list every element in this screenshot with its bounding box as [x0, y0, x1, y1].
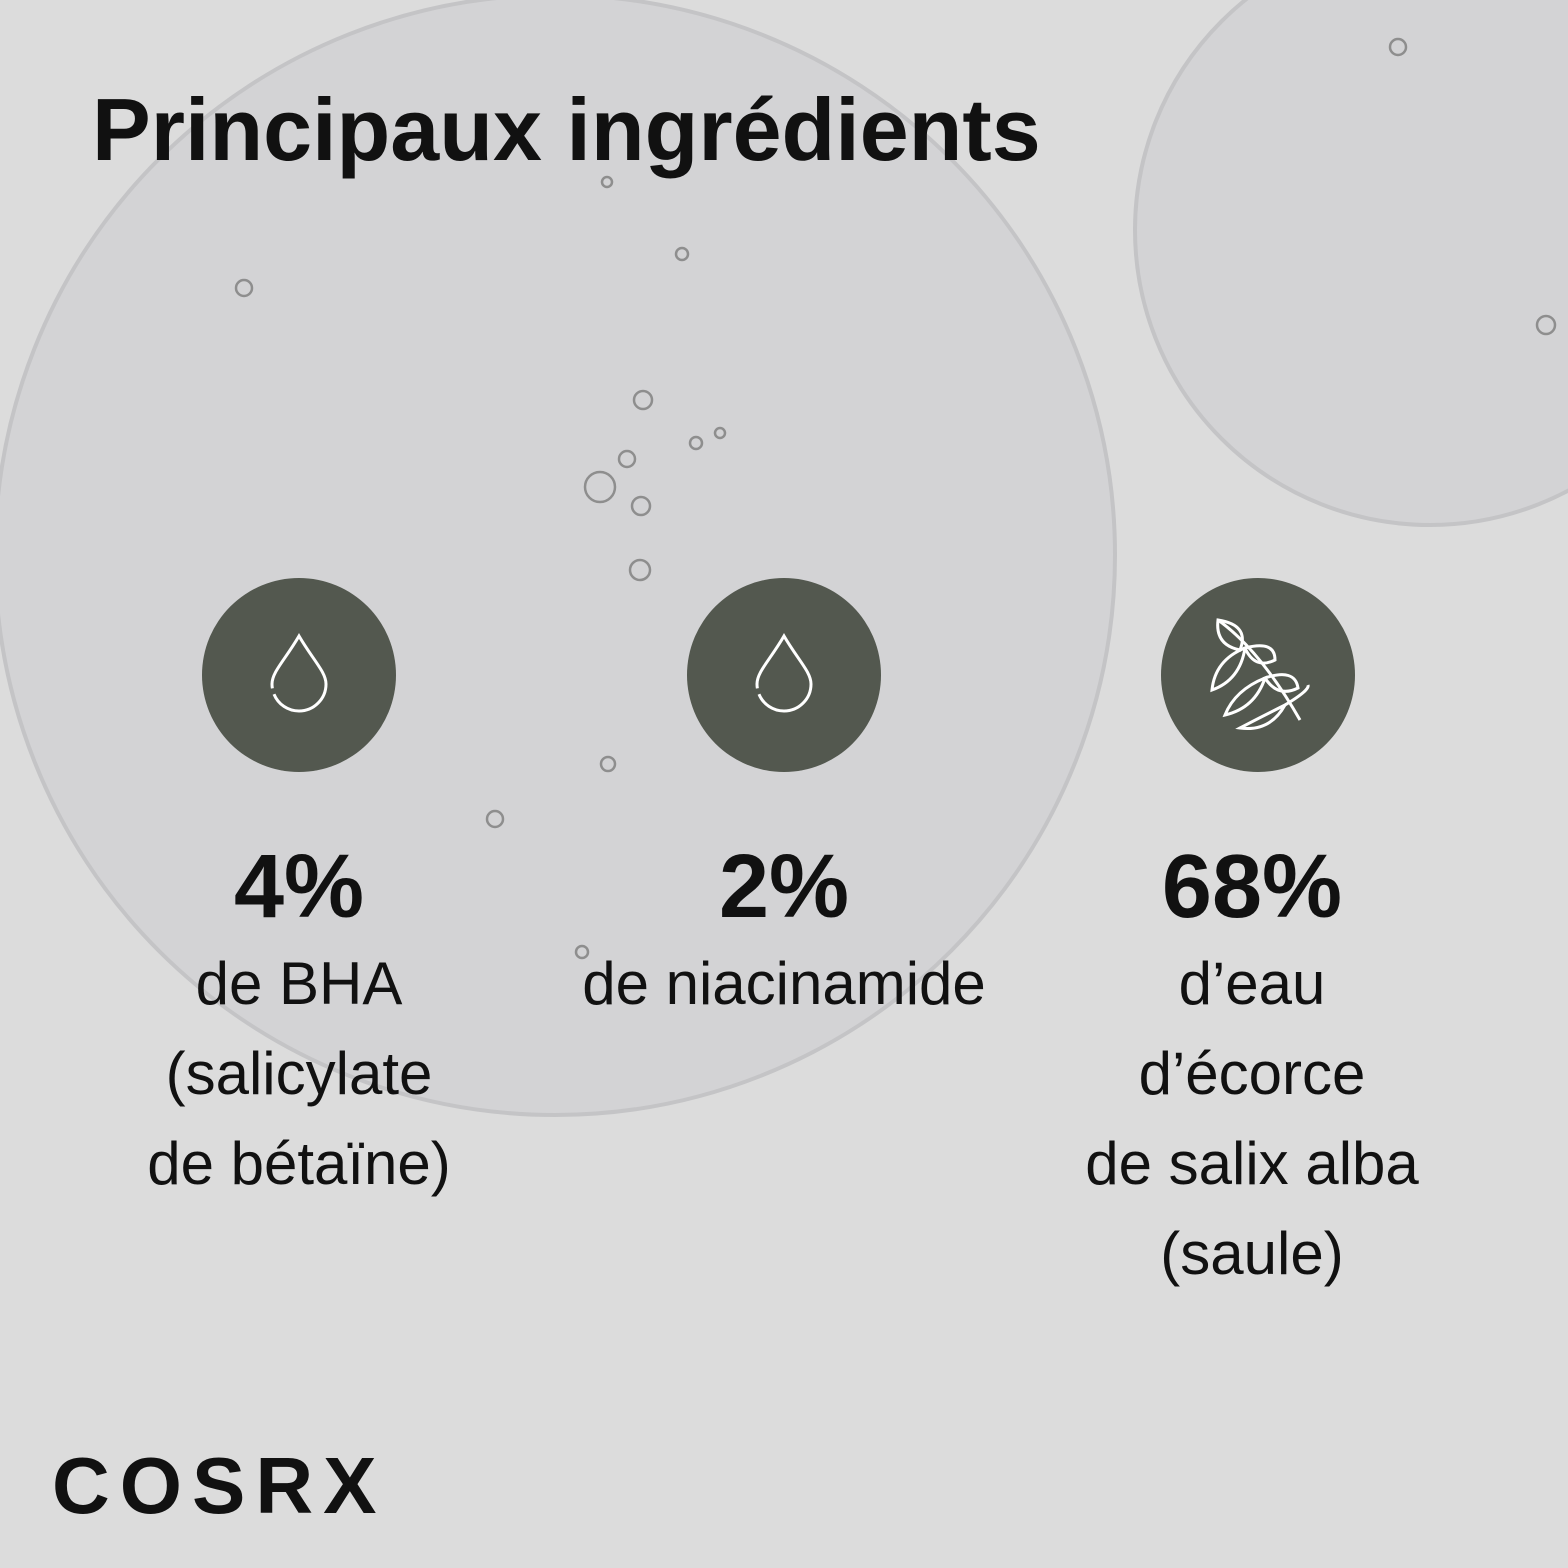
icon-leaves — [1161, 578, 1355, 772]
ingredient-description: de BHA — [196, 950, 403, 1017]
brand-logo: COSRX — [52, 1441, 387, 1530]
ingredient-description: (saule) — [1160, 1220, 1343, 1287]
ingredient-description: d’eau — [1179, 950, 1326, 1017]
bubbles — [234, 37, 1557, 960]
title: Principaux ingrédients — [92, 80, 1041, 179]
ingredient-percent: 4% — [234, 837, 364, 937]
gel-drop — [0, 0, 1117, 1117]
ingredient-description: de salix alba — [1085, 1130, 1419, 1197]
ingredient-description: (salicylate — [166, 1040, 433, 1107]
ingredient-percent: 68% — [1162, 837, 1342, 937]
icon-drop — [687, 578, 881, 772]
ingredient-description: d’écorce — [1139, 1040, 1366, 1107]
icon-drop — [202, 578, 396, 772]
ingredient-description: de bétaïne) — [147, 1130, 451, 1197]
ingredient-description: de niacinamide — [582, 950, 986, 1017]
gel-drop — [1133, 0, 1568, 527]
ingredient-percent: 2% — [719, 837, 849, 937]
